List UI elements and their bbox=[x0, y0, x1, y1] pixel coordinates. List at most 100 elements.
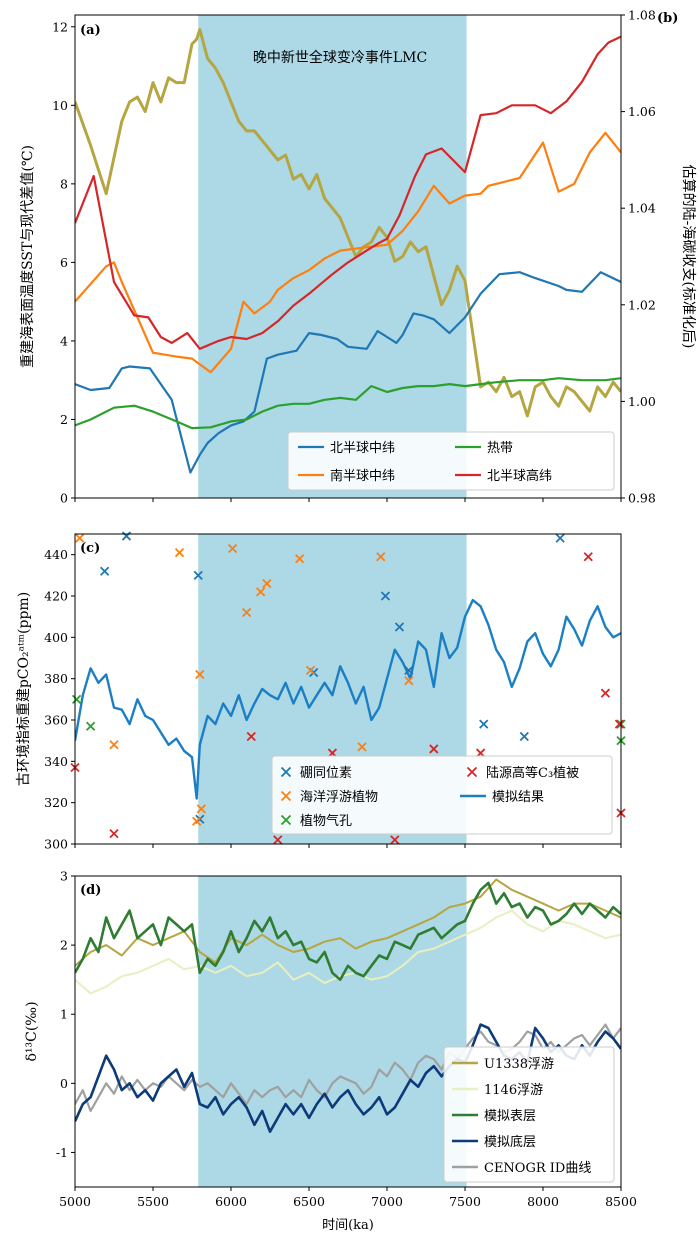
y-right-tick-label: 1.00 bbox=[628, 394, 656, 409]
scatter-point bbox=[479, 719, 489, 729]
scatter-point bbox=[174, 547, 185, 558]
x-tick-label: 5500 bbox=[137, 1194, 169, 1209]
panel-label-a: (a) bbox=[80, 23, 101, 38]
y-tick-label: 1 bbox=[60, 1007, 68, 1022]
scatter-point bbox=[262, 578, 272, 589]
legend-label: 海洋浮游植物 bbox=[300, 790, 378, 805]
plot-frame bbox=[74, 875, 622, 1188]
y-tick-label: 4 bbox=[60, 333, 68, 348]
y-tick-label: 2 bbox=[60, 938, 68, 953]
series-line-0 bbox=[75, 271, 621, 474]
y-tick-label: 8 bbox=[60, 176, 68, 191]
scatter-point bbox=[404, 665, 414, 676]
legend-swatch bbox=[280, 790, 292, 802]
x-tick-label: 7500 bbox=[449, 1194, 481, 1209]
scatter-point bbox=[390, 835, 400, 845]
y-right-tick-label: 1.06 bbox=[628, 104, 656, 119]
scatter-point bbox=[241, 607, 252, 618]
legend-label: 硼同位素 bbox=[300, 766, 352, 781]
panel-label-b: (b) bbox=[657, 11, 678, 26]
scatter-point bbox=[227, 543, 238, 554]
series-line-3 bbox=[75, 35, 621, 350]
scatter-point bbox=[614, 719, 625, 729]
scatter-point bbox=[376, 552, 386, 562]
legend-label: 北半球高纬 bbox=[487, 468, 552, 484]
scatter-point bbox=[295, 554, 305, 564]
legend-box bbox=[287, 431, 615, 491]
y-axis-label-c: 古环境指标重建pCO₂ᵃᵗᵐ(ppm) bbox=[16, 592, 32, 786]
series-line-0 bbox=[75, 878, 621, 967]
scatter-point bbox=[519, 731, 529, 742]
legend-label: 热带 bbox=[487, 441, 513, 456]
scatter-point bbox=[71, 694, 82, 704]
scatter-point bbox=[75, 533, 85, 543]
y-tick-label: 440 bbox=[44, 547, 68, 562]
scatter-point bbox=[100, 566, 110, 576]
y-right-tick-label: 1.08 bbox=[628, 8, 656, 23]
panel-d: -1 0 1 2 3 (d) δ¹³C(‰) 5000 5500 6000 6500 7000 7500… bbox=[24, 869, 637, 1210]
y-tick-label: 400 bbox=[44, 630, 68, 645]
legend-label: 南半球中纬 bbox=[330, 468, 395, 484]
legend-label: 模拟底层 bbox=[484, 1134, 536, 1150]
y-tick-label: 300 bbox=[44, 837, 68, 852]
y-axis-label-b: 估算的陆-海碳收支(标准化后) bbox=[680, 165, 696, 349]
y-tick-label: 380 bbox=[44, 671, 68, 686]
legend-label: 植物气孔 bbox=[300, 813, 352, 829]
legend-label: 1146浮游 bbox=[484, 1083, 543, 1098]
legend-label: U1338浮游 bbox=[484, 1057, 554, 1072]
y-axis-label-d: δ¹³C(‰) bbox=[24, 1001, 40, 1061]
y-right-tick-label: 1.02 bbox=[628, 297, 656, 312]
scatter-point bbox=[193, 570, 203, 580]
y-tick-label: 3 bbox=[60, 869, 68, 884]
scatter-point bbox=[85, 721, 96, 731]
x-tick-label: 8500 bbox=[605, 1194, 637, 1209]
y-tick-label: 320 bbox=[44, 795, 68, 810]
y-tick-label: 0 bbox=[60, 1076, 68, 1091]
scatter-point bbox=[192, 816, 202, 826]
x-tick-label: 6500 bbox=[293, 1194, 325, 1209]
scatter-point bbox=[583, 552, 593, 562]
y-axis-label-a: 重建海表面温度SST与现代差值(℃) bbox=[20, 145, 36, 368]
x-axis-label: 时间(ka) bbox=[322, 1218, 374, 1233]
y-tick-label: 0 bbox=[60, 491, 68, 506]
legend-swatch bbox=[280, 814, 292, 826]
series-line-1 bbox=[75, 131, 621, 374]
scatter-point bbox=[109, 829, 119, 839]
legend-label: 模拟表层 bbox=[484, 1109, 536, 1124]
scatter-point bbox=[429, 744, 439, 754]
lmc-label: 晚中新世全球变冷事件LMC bbox=[253, 49, 427, 66]
legend-label: 模拟结果 bbox=[492, 790, 544, 805]
scatter-point bbox=[600, 688, 611, 698]
lmc-shaded-region bbox=[198, 15, 467, 498]
series-line-2 bbox=[75, 881, 621, 982]
y-tick-label: 420 bbox=[44, 589, 68, 604]
x-tick-label: 6000 bbox=[215, 1194, 247, 1209]
legend-label: 陆源高等C₃植被 bbox=[486, 765, 579, 781]
y-tick-label: -1 bbox=[56, 1145, 68, 1160]
plot-frame bbox=[74, 14, 622, 499]
model-result-line bbox=[75, 598, 621, 800]
legend-label: 北半球中纬 bbox=[330, 441, 395, 456]
y-tick-label: 12 bbox=[52, 19, 68, 34]
panel-label-d: (d) bbox=[80, 883, 101, 898]
scatter-point bbox=[195, 669, 205, 680]
y-right-tick-label: 0.98 bbox=[628, 491, 656, 506]
y-tick-label: 340 bbox=[44, 754, 68, 769]
scatter-point bbox=[109, 740, 119, 750]
plot-frame bbox=[74, 533, 622, 845]
series-line-1 bbox=[75, 909, 621, 995]
scatter-point bbox=[121, 531, 132, 541]
x-tick-label: 5000 bbox=[59, 1194, 91, 1209]
scatter-point bbox=[256, 587, 266, 597]
scatter-point bbox=[196, 804, 206, 814]
scatter-point bbox=[246, 731, 256, 742]
scatter-point bbox=[273, 835, 283, 845]
scatter-point bbox=[357, 742, 367, 752]
legend-box bbox=[271, 755, 613, 835]
panel-label-c: (c) bbox=[80, 541, 100, 556]
y-tick-label: 6 bbox=[60, 255, 68, 270]
series-line-2 bbox=[75, 377, 621, 430]
y-tick-label: 360 bbox=[44, 713, 68, 728]
scatter-point bbox=[305, 665, 316, 676]
